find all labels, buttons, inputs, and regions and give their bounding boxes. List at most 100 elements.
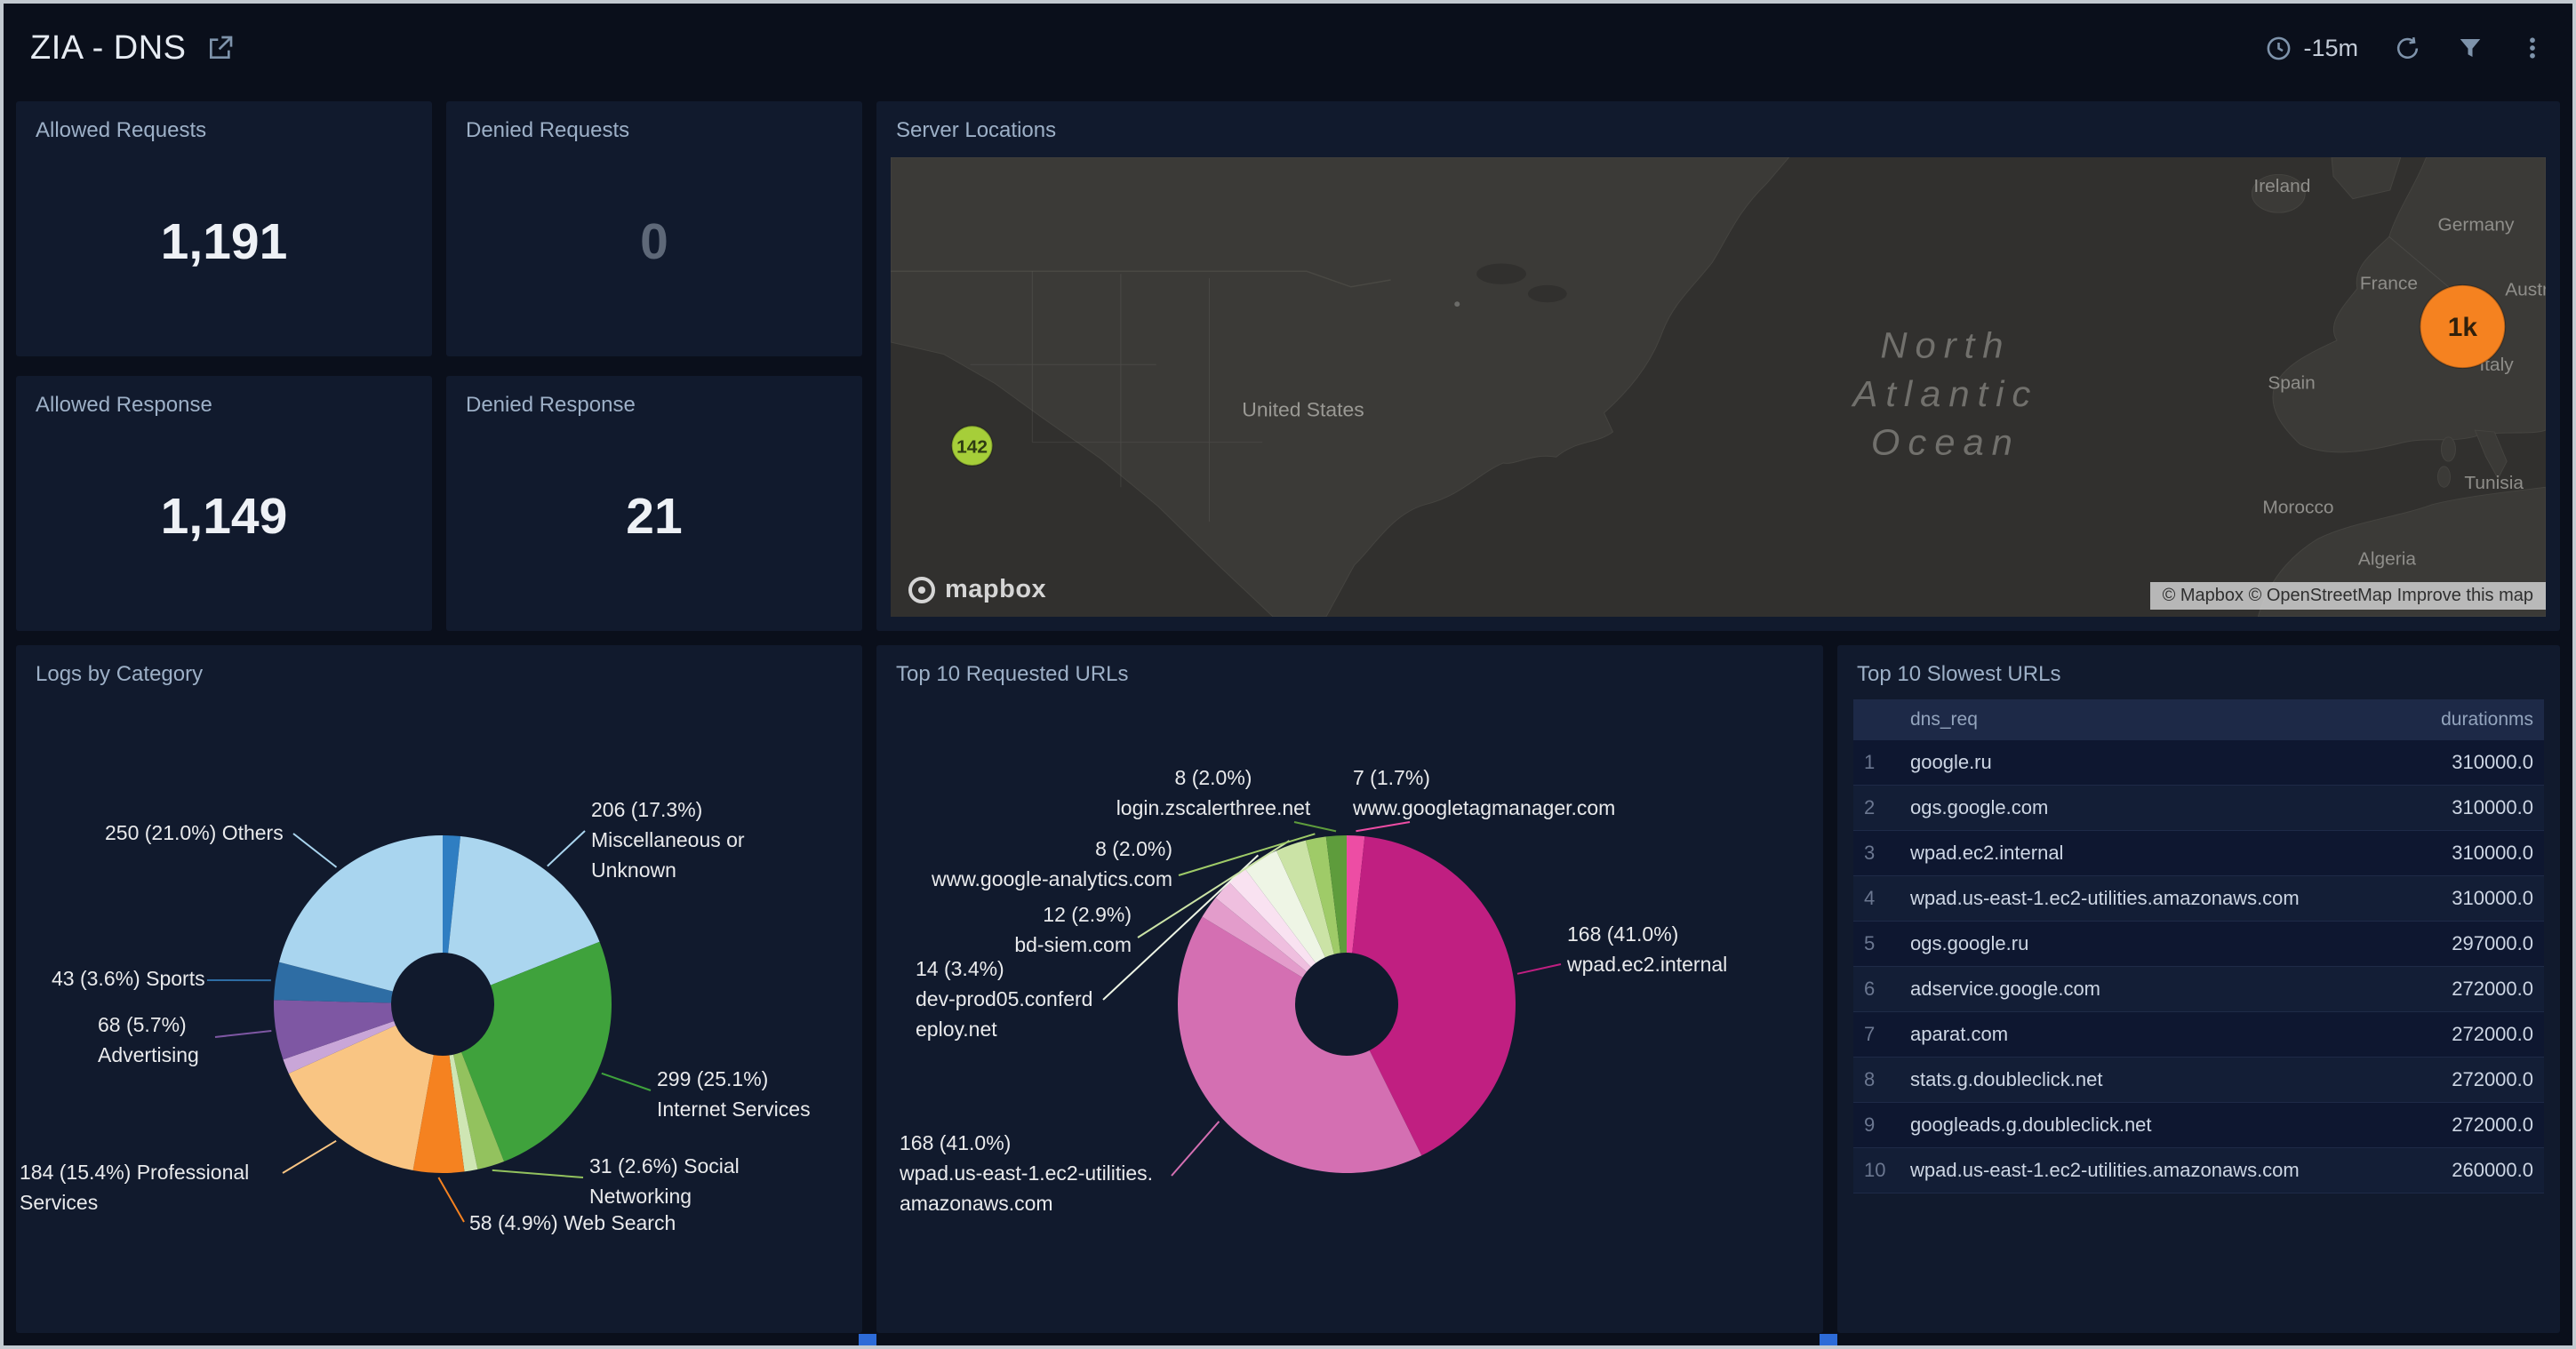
mapbox-logo[interactable]: mapbox bbox=[908, 575, 1046, 604]
world-map[interactable]: United States Ireland Germany France Aus… bbox=[891, 157, 2546, 617]
panel-resize-handle[interactable] bbox=[859, 1334, 876, 1345]
donut-slice[interactable] bbox=[1202, 898, 1307, 978]
label-leader-line bbox=[292, 833, 338, 868]
donut-slice[interactable] bbox=[1215, 882, 1311, 972]
donut-slice[interactable] bbox=[452, 1052, 505, 1169]
label-leader-line bbox=[492, 1169, 584, 1178]
table-row[interactable]: 1 google.ru 310000.0 bbox=[1853, 740, 2544, 786]
table-row[interactable]: 6 adservice.google.com 272000.0 bbox=[1853, 966, 2544, 1012]
top-slowest-urls-panel: Top 10 Slowest URLs dns_req durationms bbox=[1837, 645, 2560, 1333]
slice-label: 250 (21.0%) Others bbox=[105, 821, 284, 844]
slice-label: dev-prod05.conferd bbox=[916, 987, 1092, 1010]
slice-label: eploy.net bbox=[916, 1018, 997, 1041]
map-label-ireland: Ireland bbox=[2253, 176, 2310, 196]
donut-slice[interactable] bbox=[443, 835, 461, 954]
donut-slice[interactable] bbox=[448, 836, 600, 986]
stat-card-denied-requests[interactable]: Denied Requests 0 bbox=[446, 101, 862, 356]
donut-slice[interactable] bbox=[288, 1025, 434, 1171]
map-label-morocco: Morocco bbox=[2262, 498, 2333, 518]
column-header-dns-req[interactable]: dns_req bbox=[1900, 699, 2375, 740]
donut-slice[interactable] bbox=[283, 1020, 396, 1074]
logs-by-category-donut-chart[interactable]: 206 (17.3%) Miscellaneous or Unknown 299 (2… bbox=[16, 698, 862, 1311]
slice-label: Internet Services bbox=[657, 1098, 811, 1121]
refresh-icon[interactable] bbox=[2394, 35, 2421, 62]
slice-label: Miscellaneous or bbox=[591, 828, 745, 851]
donut-slice[interactable] bbox=[274, 962, 393, 1003]
table-row[interactable]: 2 ogs.google.com 310000.0 bbox=[1853, 785, 2544, 831]
label-leader-line bbox=[1516, 963, 1562, 975]
map-label-italy: Italy bbox=[2479, 355, 2514, 375]
slice-label: Advertising bbox=[98, 1043, 199, 1066]
server-locations-panel: Server Locations bbox=[876, 101, 2560, 631]
table-row[interactable]: 7 aparat.com 272000.0 bbox=[1853, 1011, 2544, 1058]
table-row[interactable]: 10 wpad.us-east-1.ec2-utilities.amazonaws… bbox=[1853, 1147, 2544, 1193]
donut-slice[interactable] bbox=[1347, 835, 1365, 954]
stat-label: Allowed Requests bbox=[36, 118, 207, 142]
donut-slice[interactable] bbox=[1229, 869, 1316, 968]
slice-label: wpad.us-east-1.ec2-utilities. bbox=[899, 1161, 1153, 1185]
ocean-label-line1: North bbox=[1880, 325, 2011, 365]
slice-label: login.zscalerthree.net bbox=[1116, 796, 1311, 819]
slice-label: 8 (2.0%) bbox=[1095, 837, 1172, 860]
label-leader-line bbox=[214, 1029, 272, 1038]
donut-slice[interactable] bbox=[412, 1055, 465, 1173]
label-leader-line bbox=[601, 1072, 652, 1091]
slice-label: 43 (3.6%) Sports bbox=[52, 967, 205, 990]
donut-slice[interactable] bbox=[1352, 836, 1516, 1156]
donut-slice[interactable] bbox=[1244, 850, 1325, 963]
top-requested-urls-donut-chart[interactable]: 7 (1.7%) www.googletagmanager.com 168 (41.… bbox=[876, 698, 1823, 1311]
donut-slice[interactable] bbox=[1178, 916, 1422, 1173]
stat-card-allowed-requests[interactable]: Allowed Requests 1,191 bbox=[16, 101, 432, 356]
open-in-new-icon[interactable] bbox=[206, 34, 235, 62]
label-leader-line bbox=[437, 1177, 465, 1223]
stat-card-denied-response[interactable]: Denied Response 21 bbox=[446, 376, 862, 631]
table-row[interactable]: 8 stats.g.doubleclick.net 272000.0 bbox=[1853, 1057, 2544, 1103]
ocean-label-line3: Ocean bbox=[1871, 422, 2020, 462]
table-row[interactable]: 9 googleads.g.doubleclick.net 272000.0 bbox=[1853, 1102, 2544, 1148]
donut-slice[interactable] bbox=[461, 941, 612, 1162]
label-leader-line bbox=[1102, 854, 1260, 1001]
kebab-menu-icon[interactable] bbox=[2519, 35, 2546, 61]
stat-label: Allowed Response bbox=[36, 393, 212, 417]
time-range-control[interactable]: -15m bbox=[2265, 35, 2358, 62]
map-canvas[interactable]: United States Ireland Germany France Aus… bbox=[891, 157, 2546, 617]
label-leader-line bbox=[282, 1139, 337, 1174]
slice-label: 168 (41.0%) bbox=[1567, 922, 1678, 946]
map-label-algeria: Algeria bbox=[2358, 549, 2417, 570]
donut-slice[interactable] bbox=[449, 1054, 478, 1172]
map-cluster-marker-europe[interactable]: 1k bbox=[2419, 283, 2507, 370]
filter-icon[interactable] bbox=[2457, 35, 2484, 61]
donut-slice[interactable] bbox=[1305, 836, 1340, 954]
column-header-durationms[interactable]: durationms bbox=[2375, 699, 2544, 740]
panel-resize-handle[interactable] bbox=[1820, 1334, 1837, 1345]
map-label-united-states: United States bbox=[1242, 399, 1364, 421]
label-leader-line bbox=[547, 830, 586, 867]
svg-text:1k: 1k bbox=[2448, 313, 2478, 342]
table-row[interactable]: 4 wpad.us-east-1.ec2-utilities.amazonaws.… bbox=[1853, 875, 2544, 922]
slice-label: wpad.ec2.internal bbox=[1566, 953, 1727, 976]
map-attribution[interactable]: © Mapbox © OpenStreetMap Improve this ma… bbox=[2149, 582, 2546, 610]
dashboard-content: Allowed Requests 1,191 Denied Requests 0… bbox=[4, 92, 2572, 1345]
donut-slice[interactable] bbox=[1276, 840, 1334, 958]
panel-title: Top 10 Slowest URLs bbox=[1857, 662, 2061, 686]
slice-label: Networking bbox=[589, 1185, 692, 1208]
svg-text:142: 142 bbox=[956, 437, 988, 458]
table-row[interactable]: 5 ogs.google.ru 297000.0 bbox=[1853, 921, 2544, 967]
label-leader-line bbox=[1171, 1121, 1220, 1177]
header-actions: -15m bbox=[2265, 35, 2546, 62]
donut-slice[interactable] bbox=[1325, 835, 1347, 954]
map-label-austria: Austr bbox=[2505, 280, 2546, 300]
map-cluster-marker-west[interactable]: 142 bbox=[950, 425, 994, 467]
clock-icon bbox=[2265, 35, 2292, 62]
map-label-tunisia: Tunisia bbox=[2464, 473, 2524, 493]
donut-slice[interactable] bbox=[274, 1000, 395, 1060]
map-label-germany: Germany bbox=[2438, 215, 2516, 235]
logs-by-category-panel: Logs by Category 206 (17.3%) Miscellaneou… bbox=[16, 645, 862, 1333]
north-america-landmass bbox=[891, 157, 1790, 617]
table-row[interactable]: 3 wpad.ec2.internal 310000.0 bbox=[1853, 830, 2544, 876]
label-leader-line bbox=[1356, 821, 1411, 833]
stat-card-allowed-response[interactable]: Allowed Response 1,149 bbox=[16, 376, 432, 631]
stat-label: Denied Requests bbox=[466, 118, 630, 142]
donut-slice[interactable] bbox=[278, 835, 443, 992]
